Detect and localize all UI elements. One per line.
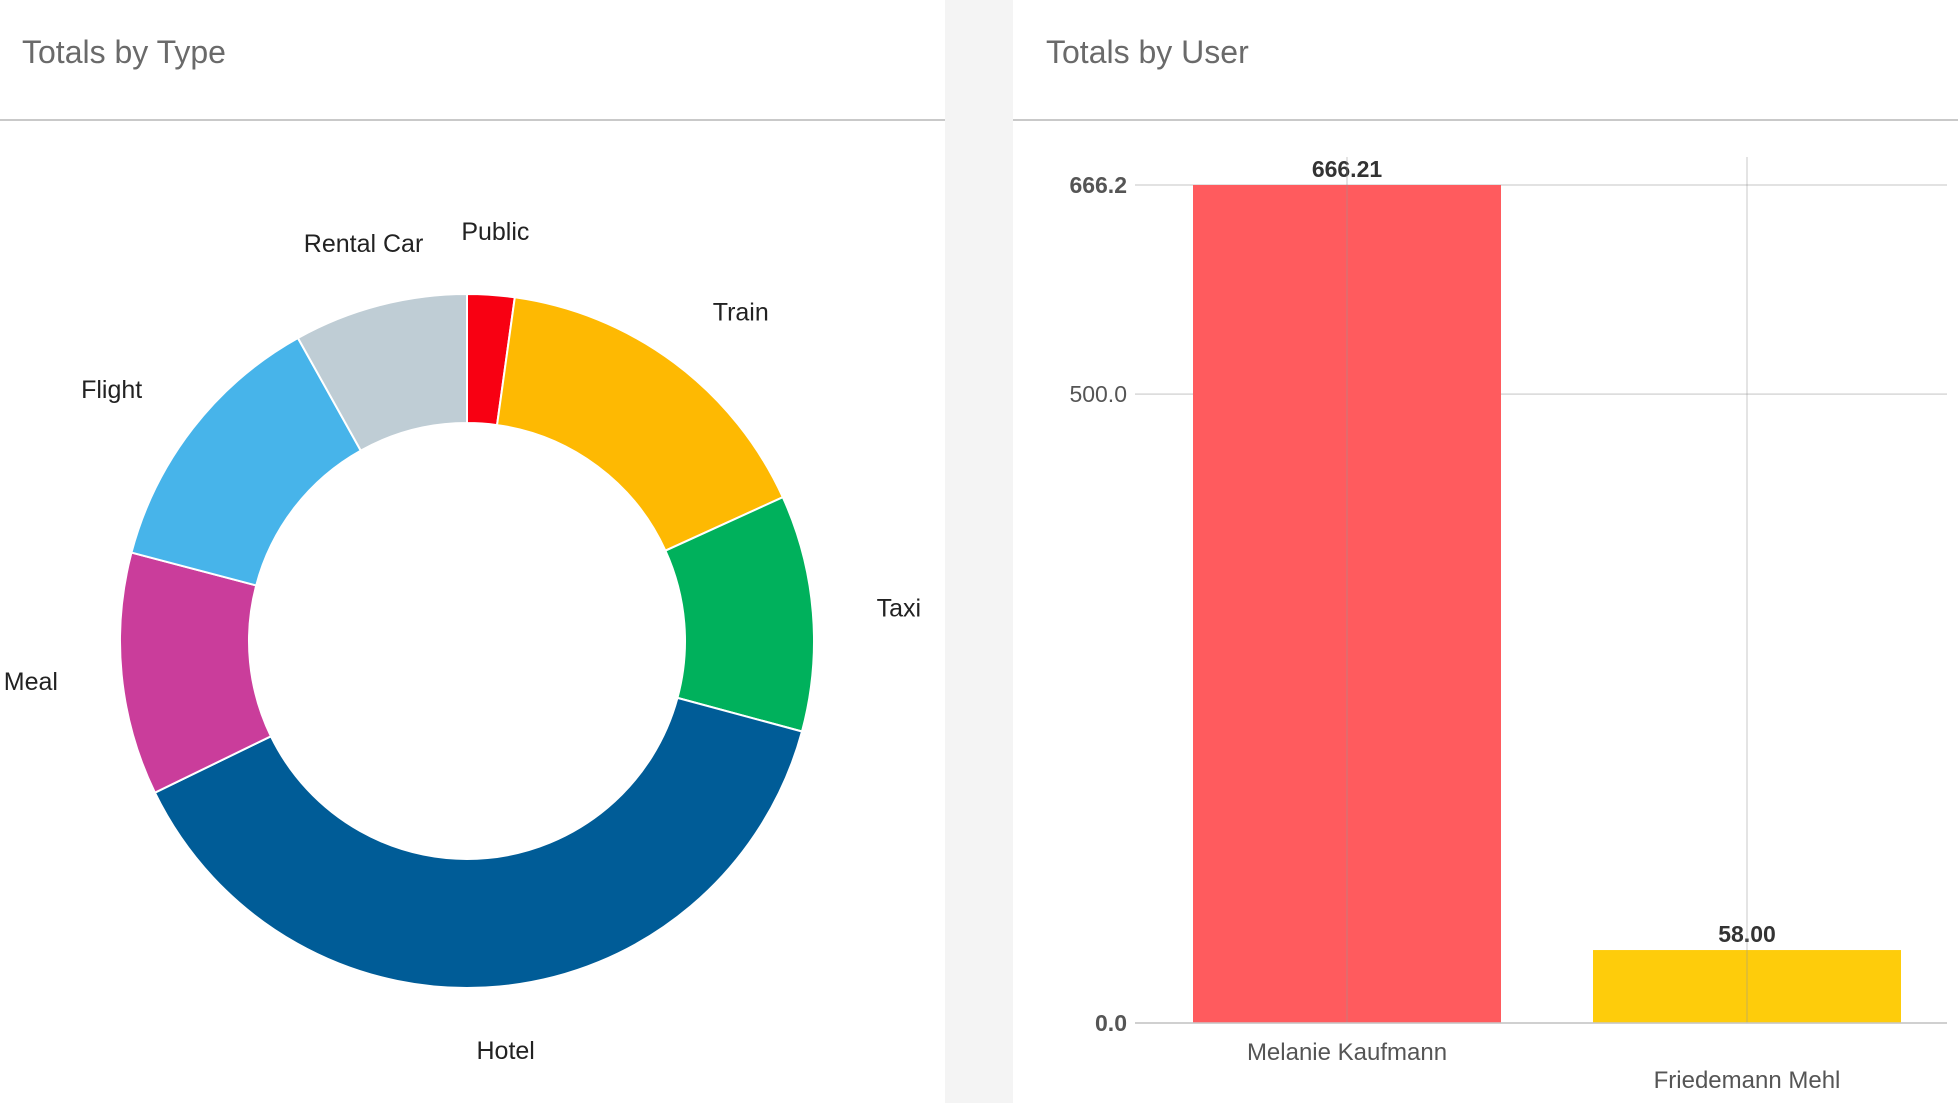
bar[interactable] — [1193, 185, 1501, 1023]
panel-header: Totals by Type — [0, 0, 945, 121]
x-tick-label: Melanie Kaufmann — [1247, 1039, 1447, 1066]
y-tick-label: 500.0 — [1069, 381, 1127, 407]
donut-slice[interactable] — [296, 292, 468, 452]
donut-slice-label: Train — [713, 299, 769, 327]
bar-value-label: 666.21 — [1312, 156, 1383, 182]
y-tick-label: 666.2 — [1069, 172, 1127, 198]
panel-title: Totals by Type — [22, 34, 226, 70]
bar-chart: 0.0 500.0 666.2 666.21 58.00 Melanie Kaufmann… — [1069, 156, 1947, 1094]
x-tick-label: Friedemann Mehl — [1654, 1067, 1841, 1094]
donut-slice-label: Rental Car — [304, 230, 424, 258]
bar[interactable] — [1593, 950, 1901, 1023]
y-tick-label: 0.0 — [1095, 1010, 1127, 1036]
donut-chart: Public Train Taxi Hotel Meal Flight Rental Car — [4, 218, 921, 1065]
donut-slice-label: Hotel — [476, 1037, 534, 1065]
totals-by-type-panel: Totals by Type Public Train Taxi Hotel Meal F… — [0, 0, 945, 1103]
donut-slice[interactable] — [495, 296, 785, 552]
totals-by-user-panel: Totals by User 0.0 500.0 666.2 666.21 58.00 M… — [1013, 0, 1958, 1103]
donut-slice-label: Meal — [4, 668, 58, 696]
donut-slice-label: Taxi — [877, 594, 921, 622]
donut-slice-label: Flight — [81, 376, 142, 404]
donut-slice-label: Public — [461, 218, 529, 246]
panel-header: Totals by User — [1013, 0, 1958, 121]
panel-title: Totals by User — [1046, 34, 1249, 70]
bar-value-label: 58.00 — [1718, 921, 1776, 947]
donut-slice[interactable] — [153, 696, 804, 989]
